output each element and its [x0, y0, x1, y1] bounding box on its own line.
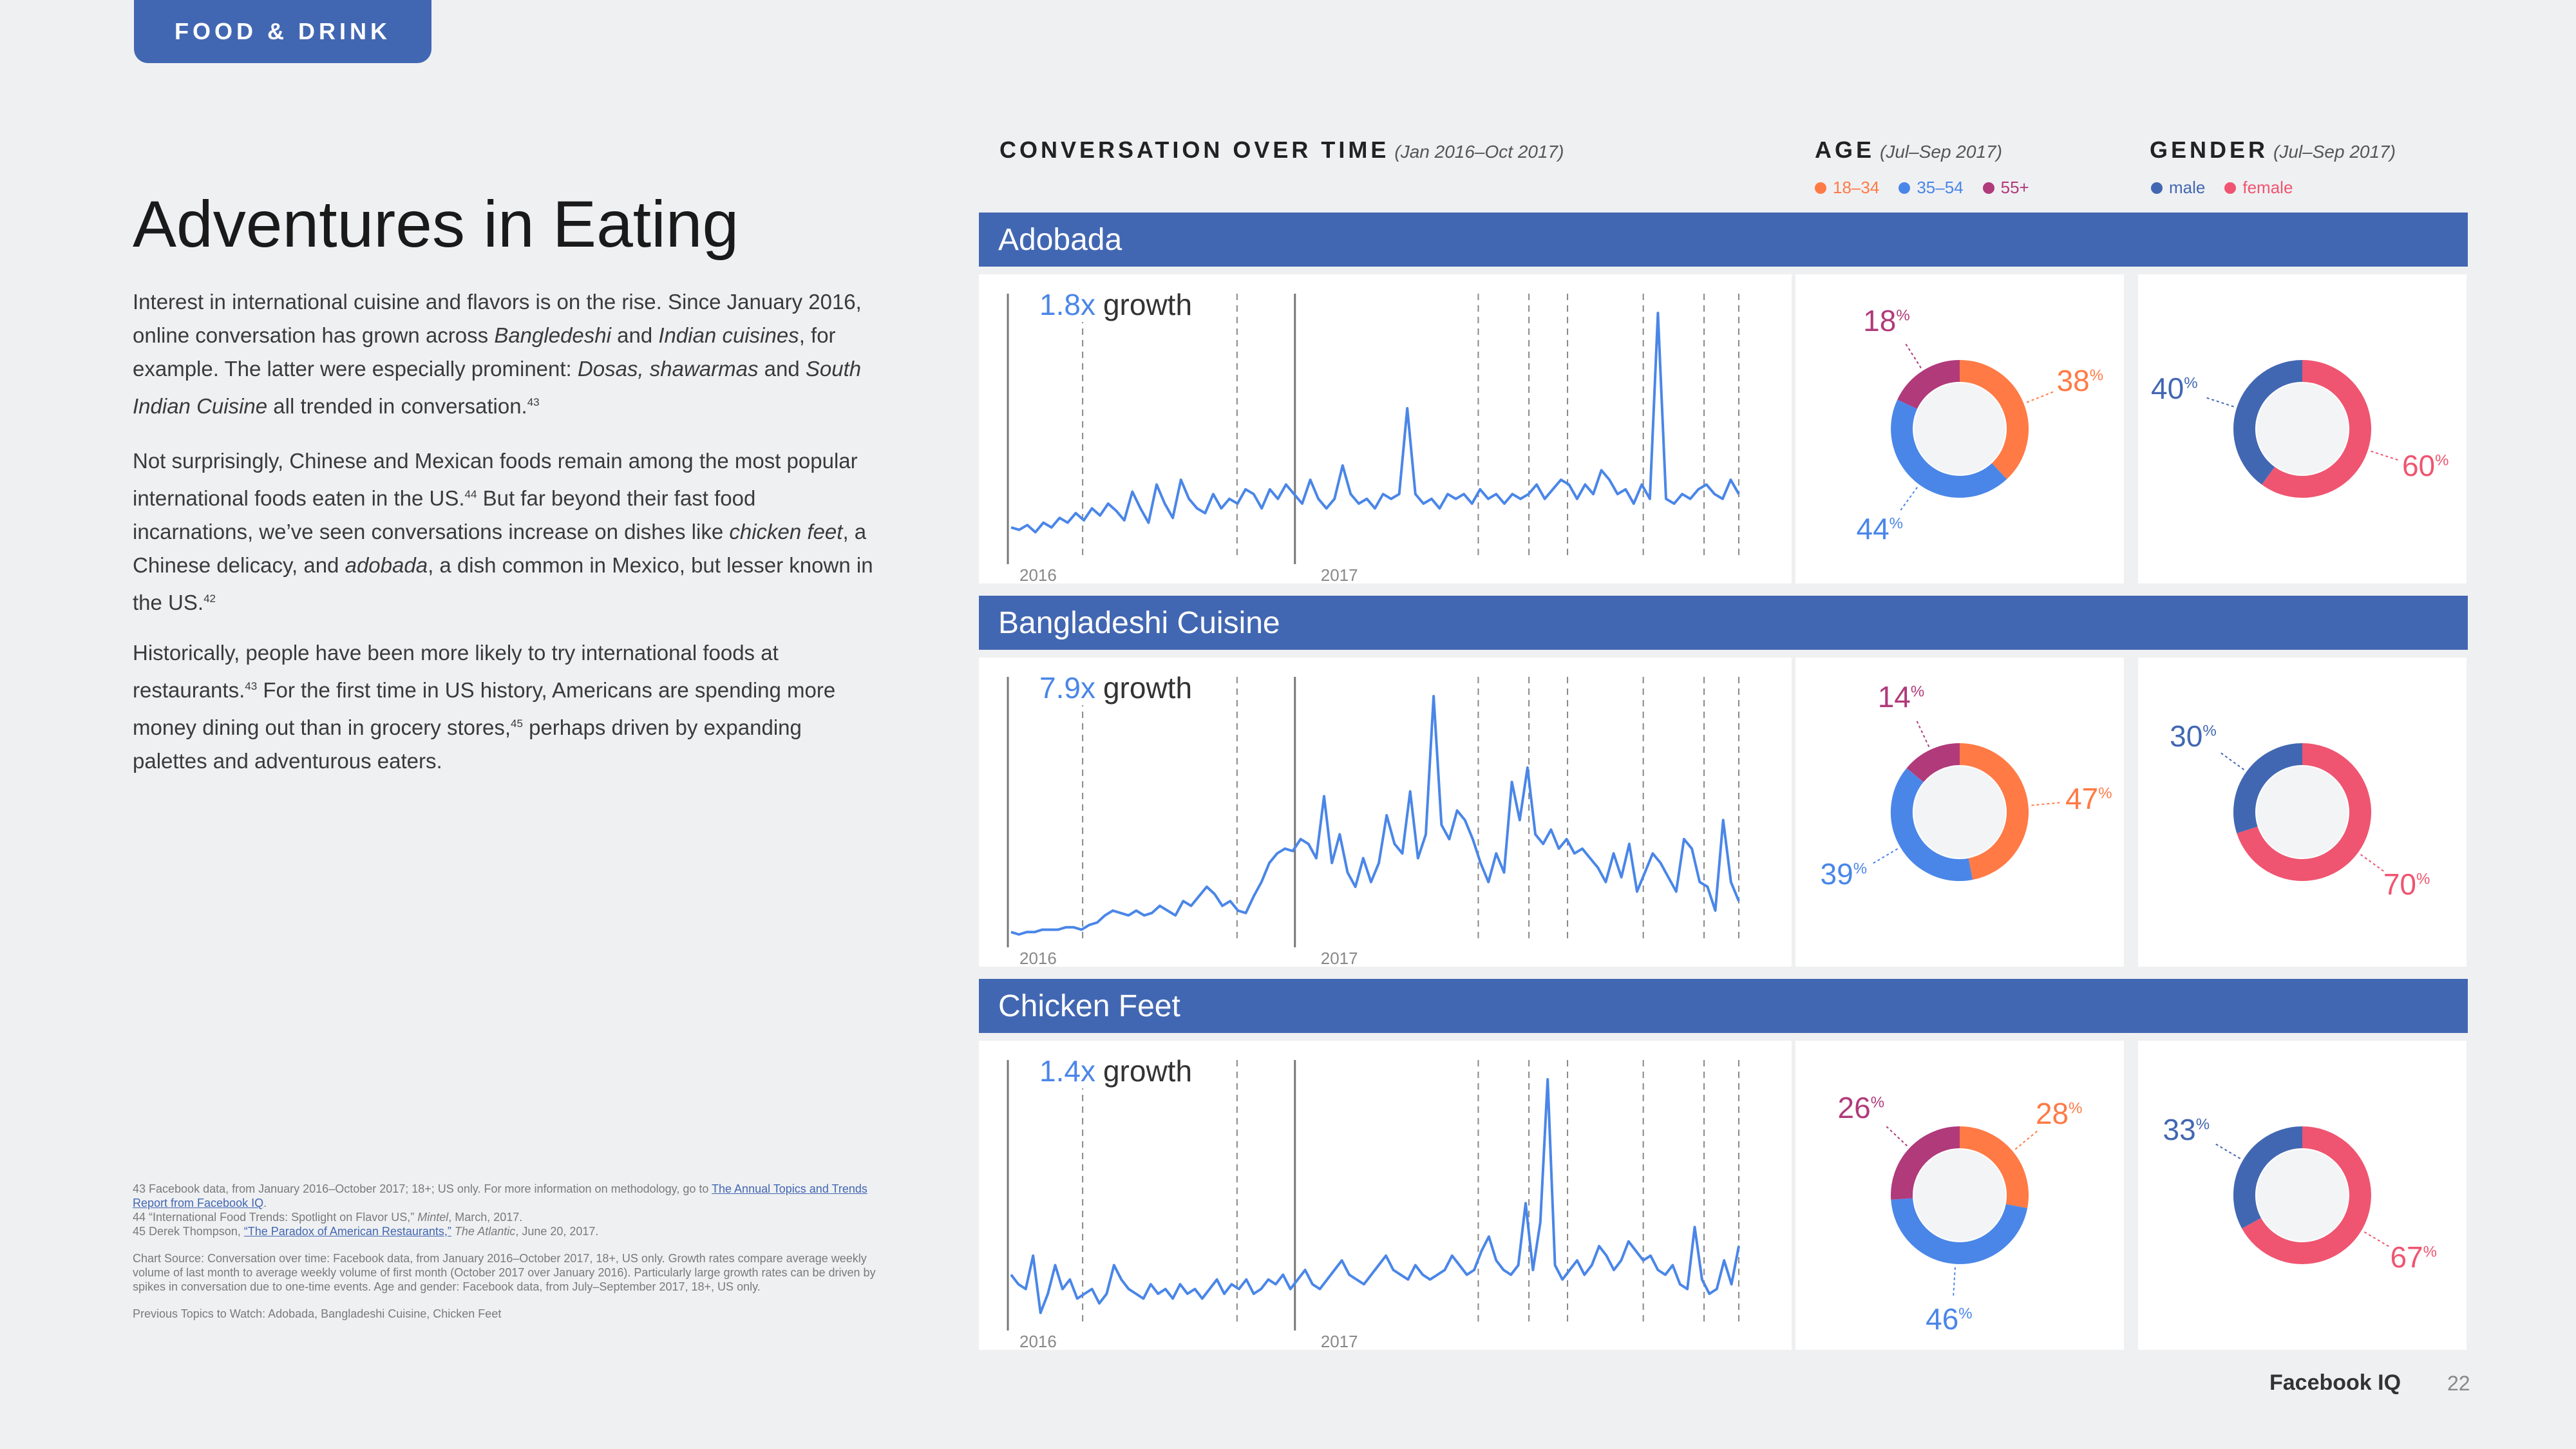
topic-header-0: Adobada — [979, 213, 2468, 267]
year-label-2016-0: 2016 — [1019, 565, 1057, 585]
gender-donut-2 — [2213, 1126, 2392, 1264]
legend-age-18-34: 18–34 — [1815, 178, 1879, 198]
age-label-18-34-0: 38% — [2056, 364, 2104, 398]
year-label-2017-0: 2017 — [1320, 565, 1358, 585]
legend-female: female — [2224, 178, 2293, 198]
legend-age-35-54: 35–54 — [1899, 178, 1964, 198]
page-number: 22 — [2447, 1372, 2470, 1395]
footnote-45: 45 Derek Thompson, “The Paradox of Ameri… — [133, 1225, 599, 1238]
topic-header-1: Bangladeshi Cuisine — [979, 596, 2468, 650]
conversation-header: CONVERSATION OVER TIME (Jan 2016–Oct 2017… — [999, 137, 1564, 163]
age-legend: 18–34 35–54 55+ — [1815, 178, 2029, 198]
age-donut-0 — [1891, 341, 2056, 513]
legend-male: male — [2151, 178, 2205, 198]
previous-topics: Previous Topics to Watch: Adobada, Bangl… — [133, 1307, 502, 1320]
age-donut-1 — [1870, 718, 2063, 882]
age-header: AGE (Jul–Sep 2017) — [1815, 137, 2002, 163]
growth-label-1: 7.9x growth — [1037, 670, 1195, 705]
gender-slice-male-2 — [2233, 1126, 2303, 1229]
age-label-55-0: 18% — [1863, 304, 1910, 338]
growth-label-2: 1.4x growth — [1037, 1054, 1195, 1088]
gender-label-male-1: 30% — [2170, 719, 2217, 753]
footnote-44: 44 “International Food Trends: Spotlight… — [133, 1211, 523, 1224]
conversation-series-0 — [1010, 312, 1740, 534]
paragraph-3: Historically, people have been more like… — [133, 641, 836, 773]
gender-panel-2: 67% 33% — [2138, 1041, 2467, 1350]
gender-panel-0: 60% 40% — [2138, 274, 2467, 583]
year-label-2017-2: 2017 — [1320, 1332, 1358, 1351]
gender-label-female-2: 67% — [2390, 1240, 2437, 1274]
gender-donut-0 — [2204, 360, 2401, 498]
age-label-35-54-0: 44% — [1856, 511, 1904, 545]
age-slice-35-54-2 — [1891, 1198, 2028, 1264]
gender-panel-1: 70% 30% — [2138, 658, 2467, 967]
year-label-2016-1: 2016 — [1019, 949, 1057, 968]
age-slice-55-0 — [1897, 360, 1960, 410]
footnote-43-link[interactable]: The Annual Topics and Trends Report from… — [133, 1182, 867, 1209]
line-chart-0 — [1007, 294, 1740, 564]
gender-slice-female-1 — [2237, 743, 2371, 881]
age-slice-18-34-0 — [1959, 360, 2029, 479]
facebook-iq-logo: Facebook IQ — [2269, 1370, 2401, 1395]
age-label-18-34-1: 47% — [2065, 781, 2112, 815]
age-slice-55-2 — [1891, 1126, 1960, 1200]
paragraph-1: Interest in international cuisine and fl… — [133, 290, 862, 418]
age-slice-35-54-0 — [1891, 399, 2007, 498]
line-chart-panel-2: 1.4x growth 2016 2017 — [979, 1041, 1792, 1351]
footnote-43: 43 Facebook data, from January 2016–Octo… — [133, 1182, 867, 1209]
legend-age-55: 55+ — [1982, 178, 2029, 198]
section-tab[interactable]: FOOD & DRINK — [134, 0, 431, 63]
age-label-55-2: 26% — [1837, 1090, 1885, 1124]
line-chart-panel-0: 1.8x growth 2016 2017 — [979, 274, 1792, 585]
conversation-series-2 — [1010, 1078, 1740, 1314]
paragraph-2: Not surprisingly, Chinese and Mexican fo… — [133, 449, 873, 614]
gender-slice-male-1 — [2233, 743, 2303, 834]
line-chart-1 — [1007, 677, 1740, 947]
age-label-35-54-2: 46% — [1926, 1302, 1973, 1336]
footnote-45-link[interactable]: “The Paradox of American Restaurants,” — [243, 1225, 451, 1238]
topic-header-2: Chicken Feet — [979, 979, 2468, 1033]
gender-label-male-0: 40% — [2151, 371, 2198, 405]
age-label-55-1: 14% — [1877, 679, 1925, 714]
age-slice-35-54-1 — [1890, 768, 1973, 882]
age-donut-2 — [1884, 1124, 2040, 1298]
age-panel-2: 28% 46% 26% — [1795, 1041, 2124, 1350]
gender-slice-male-0 — [2233, 360, 2303, 485]
line-chart-2 — [1007, 1060, 1740, 1331]
age-slice-55-1 — [1906, 743, 1960, 782]
age-slice-18-34-2 — [1959, 1126, 2029, 1209]
footnotes: 43 Facebook data, from January 2016–Octo… — [133, 1182, 880, 1321]
gender-label-female-0: 60% — [2401, 449, 2449, 483]
gender-slice-female-0 — [2262, 360, 2372, 498]
page-title: Adventures in Eating — [133, 187, 739, 261]
line-chart-panel-1: 7.9x growth 2016 2017 — [979, 658, 1792, 968]
gender-donut-1 — [2218, 743, 2387, 881]
gender-legend: male female — [2151, 178, 2293, 198]
gender-slice-female-2 — [2242, 1126, 2371, 1264]
age-panel-1: 47% 39% 14% — [1795, 658, 2124, 967]
year-label-2016-2: 2016 — [1019, 1332, 1057, 1351]
age-label-18-34-2: 28% — [2035, 1096, 2083, 1130]
conversation-series-1 — [1010, 695, 1740, 936]
age-slice-18-34-1 — [1959, 743, 2029, 880]
year-label-2017-1: 2017 — [1320, 949, 1358, 968]
growth-label-0: 1.8x growth — [1037, 287, 1195, 322]
gender-header: GENDER (Jul–Sep 2017) — [2150, 137, 2396, 163]
age-panel-0: 38% 44% 18% — [1795, 274, 2124, 583]
gender-label-male-2: 33% — [2163, 1112, 2210, 1146]
chart-source: Chart Source: Conversation over time: Fa… — [133, 1252, 876, 1293]
age-label-35-54-1: 39% — [1820, 857, 1868, 891]
gender-label-female-1: 70% — [2383, 867, 2430, 901]
